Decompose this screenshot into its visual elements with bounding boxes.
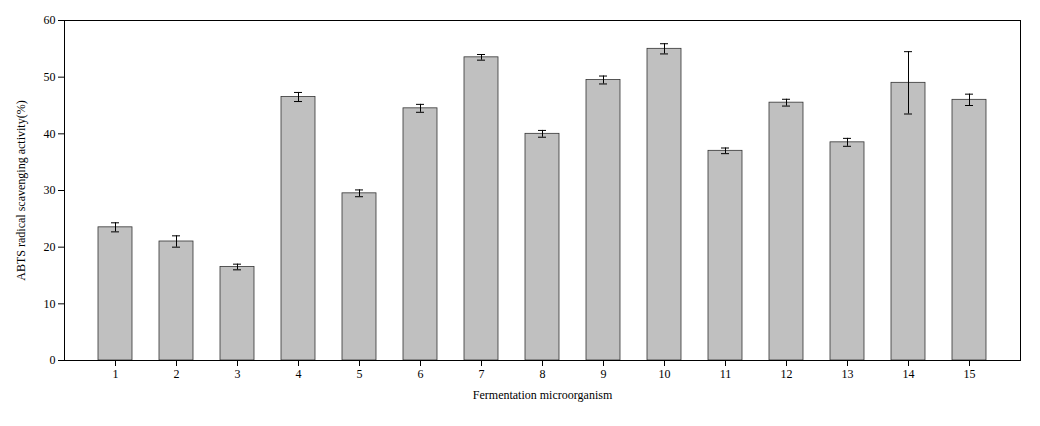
svg-text:2: 2 [174, 367, 180, 381]
svg-text:7: 7 [479, 367, 485, 381]
svg-text:11: 11 [720, 367, 732, 381]
svg-text:8: 8 [540, 367, 546, 381]
svg-text:15: 15 [964, 367, 976, 381]
svg-text:1: 1 [113, 367, 119, 381]
svg-text:4: 4 [296, 367, 302, 381]
svg-text:10: 10 [44, 297, 56, 311]
svg-text:3: 3 [235, 367, 241, 381]
svg-text:10: 10 [659, 367, 671, 381]
svg-text:Fermentation microorganism: Fermentation microorganism [473, 388, 613, 402]
svg-text:ABTS radical scavenging activi: ABTS radical scavenging activity(%) [14, 100, 28, 280]
svg-text:9: 9 [601, 367, 607, 381]
svg-text:30: 30 [44, 183, 56, 197]
svg-text:50: 50 [44, 70, 56, 84]
svg-text:14: 14 [903, 367, 915, 381]
svg-text:5: 5 [357, 367, 363, 381]
svg-text:13: 13 [842, 367, 854, 381]
svg-text:6: 6 [418, 367, 424, 381]
svg-text:0: 0 [50, 353, 56, 367]
svg-text:12: 12 [781, 367, 793, 381]
svg-text:20: 20 [44, 240, 56, 254]
svg-text:60: 60 [44, 13, 56, 27]
svg-text:40: 40 [44, 127, 56, 141]
